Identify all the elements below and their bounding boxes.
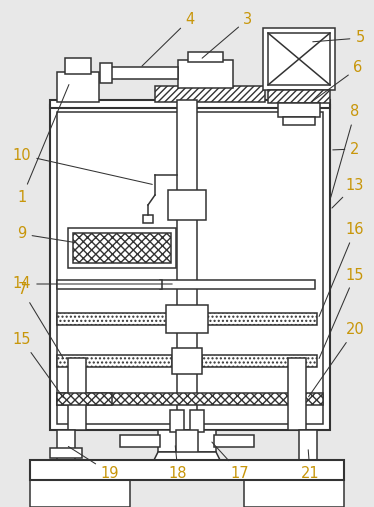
Bar <box>100 63 112 83</box>
Text: 15: 15 <box>319 268 364 358</box>
Bar <box>168 190 206 220</box>
Text: 15: 15 <box>13 333 63 398</box>
Bar <box>170 410 184 432</box>
Text: 7: 7 <box>17 282 64 358</box>
Bar <box>68 228 176 268</box>
Text: 6: 6 <box>312 60 363 101</box>
Bar <box>30 460 344 480</box>
Bar <box>68 358 86 430</box>
Bar <box>57 112 323 424</box>
Bar <box>268 90 330 103</box>
Bar <box>57 393 323 405</box>
Bar <box>278 103 320 117</box>
Bar <box>299 430 317 475</box>
Bar <box>57 280 162 289</box>
Text: 19: 19 <box>68 447 119 481</box>
Bar <box>143 215 153 223</box>
Text: 20: 20 <box>309 322 364 396</box>
Bar <box>73 233 171 263</box>
Text: 16: 16 <box>319 223 364 316</box>
Text: 13: 13 <box>332 177 364 208</box>
Bar <box>57 393 112 405</box>
Text: 2: 2 <box>333 141 360 157</box>
Bar <box>57 430 75 475</box>
Bar <box>176 430 198 460</box>
Bar <box>50 105 330 430</box>
Bar <box>158 430 216 452</box>
Bar <box>188 52 223 62</box>
Text: 17: 17 <box>212 442 249 481</box>
Text: 1: 1 <box>17 85 69 204</box>
Text: 8: 8 <box>331 104 360 197</box>
Bar <box>166 305 208 333</box>
Text: 5: 5 <box>313 30 365 46</box>
Bar <box>172 348 202 374</box>
Bar <box>120 435 160 447</box>
Bar <box>160 280 315 289</box>
Bar <box>288 358 306 430</box>
Bar <box>50 100 330 108</box>
Bar <box>155 86 265 102</box>
Text: 4: 4 <box>142 12 194 66</box>
Text: 3: 3 <box>202 12 252 58</box>
Text: 14: 14 <box>13 276 172 292</box>
Bar <box>283 117 315 125</box>
Text: 10: 10 <box>13 148 152 185</box>
Bar <box>50 448 82 458</box>
Bar <box>214 435 254 447</box>
Bar <box>263 28 335 90</box>
Bar <box>178 60 233 88</box>
Text: 9: 9 <box>17 227 75 242</box>
Bar <box>57 313 172 325</box>
Bar <box>202 355 317 367</box>
Bar <box>268 33 330 85</box>
Polygon shape <box>30 460 130 507</box>
Bar <box>177 100 197 430</box>
Polygon shape <box>244 460 344 507</box>
Text: 18: 18 <box>169 446 187 481</box>
Bar <box>65 58 91 74</box>
Polygon shape <box>144 452 230 480</box>
Bar <box>57 355 172 367</box>
Bar <box>108 67 178 79</box>
Bar <box>190 410 204 432</box>
Text: 21: 21 <box>301 450 319 481</box>
Bar <box>202 313 317 325</box>
Bar <box>57 72 99 102</box>
